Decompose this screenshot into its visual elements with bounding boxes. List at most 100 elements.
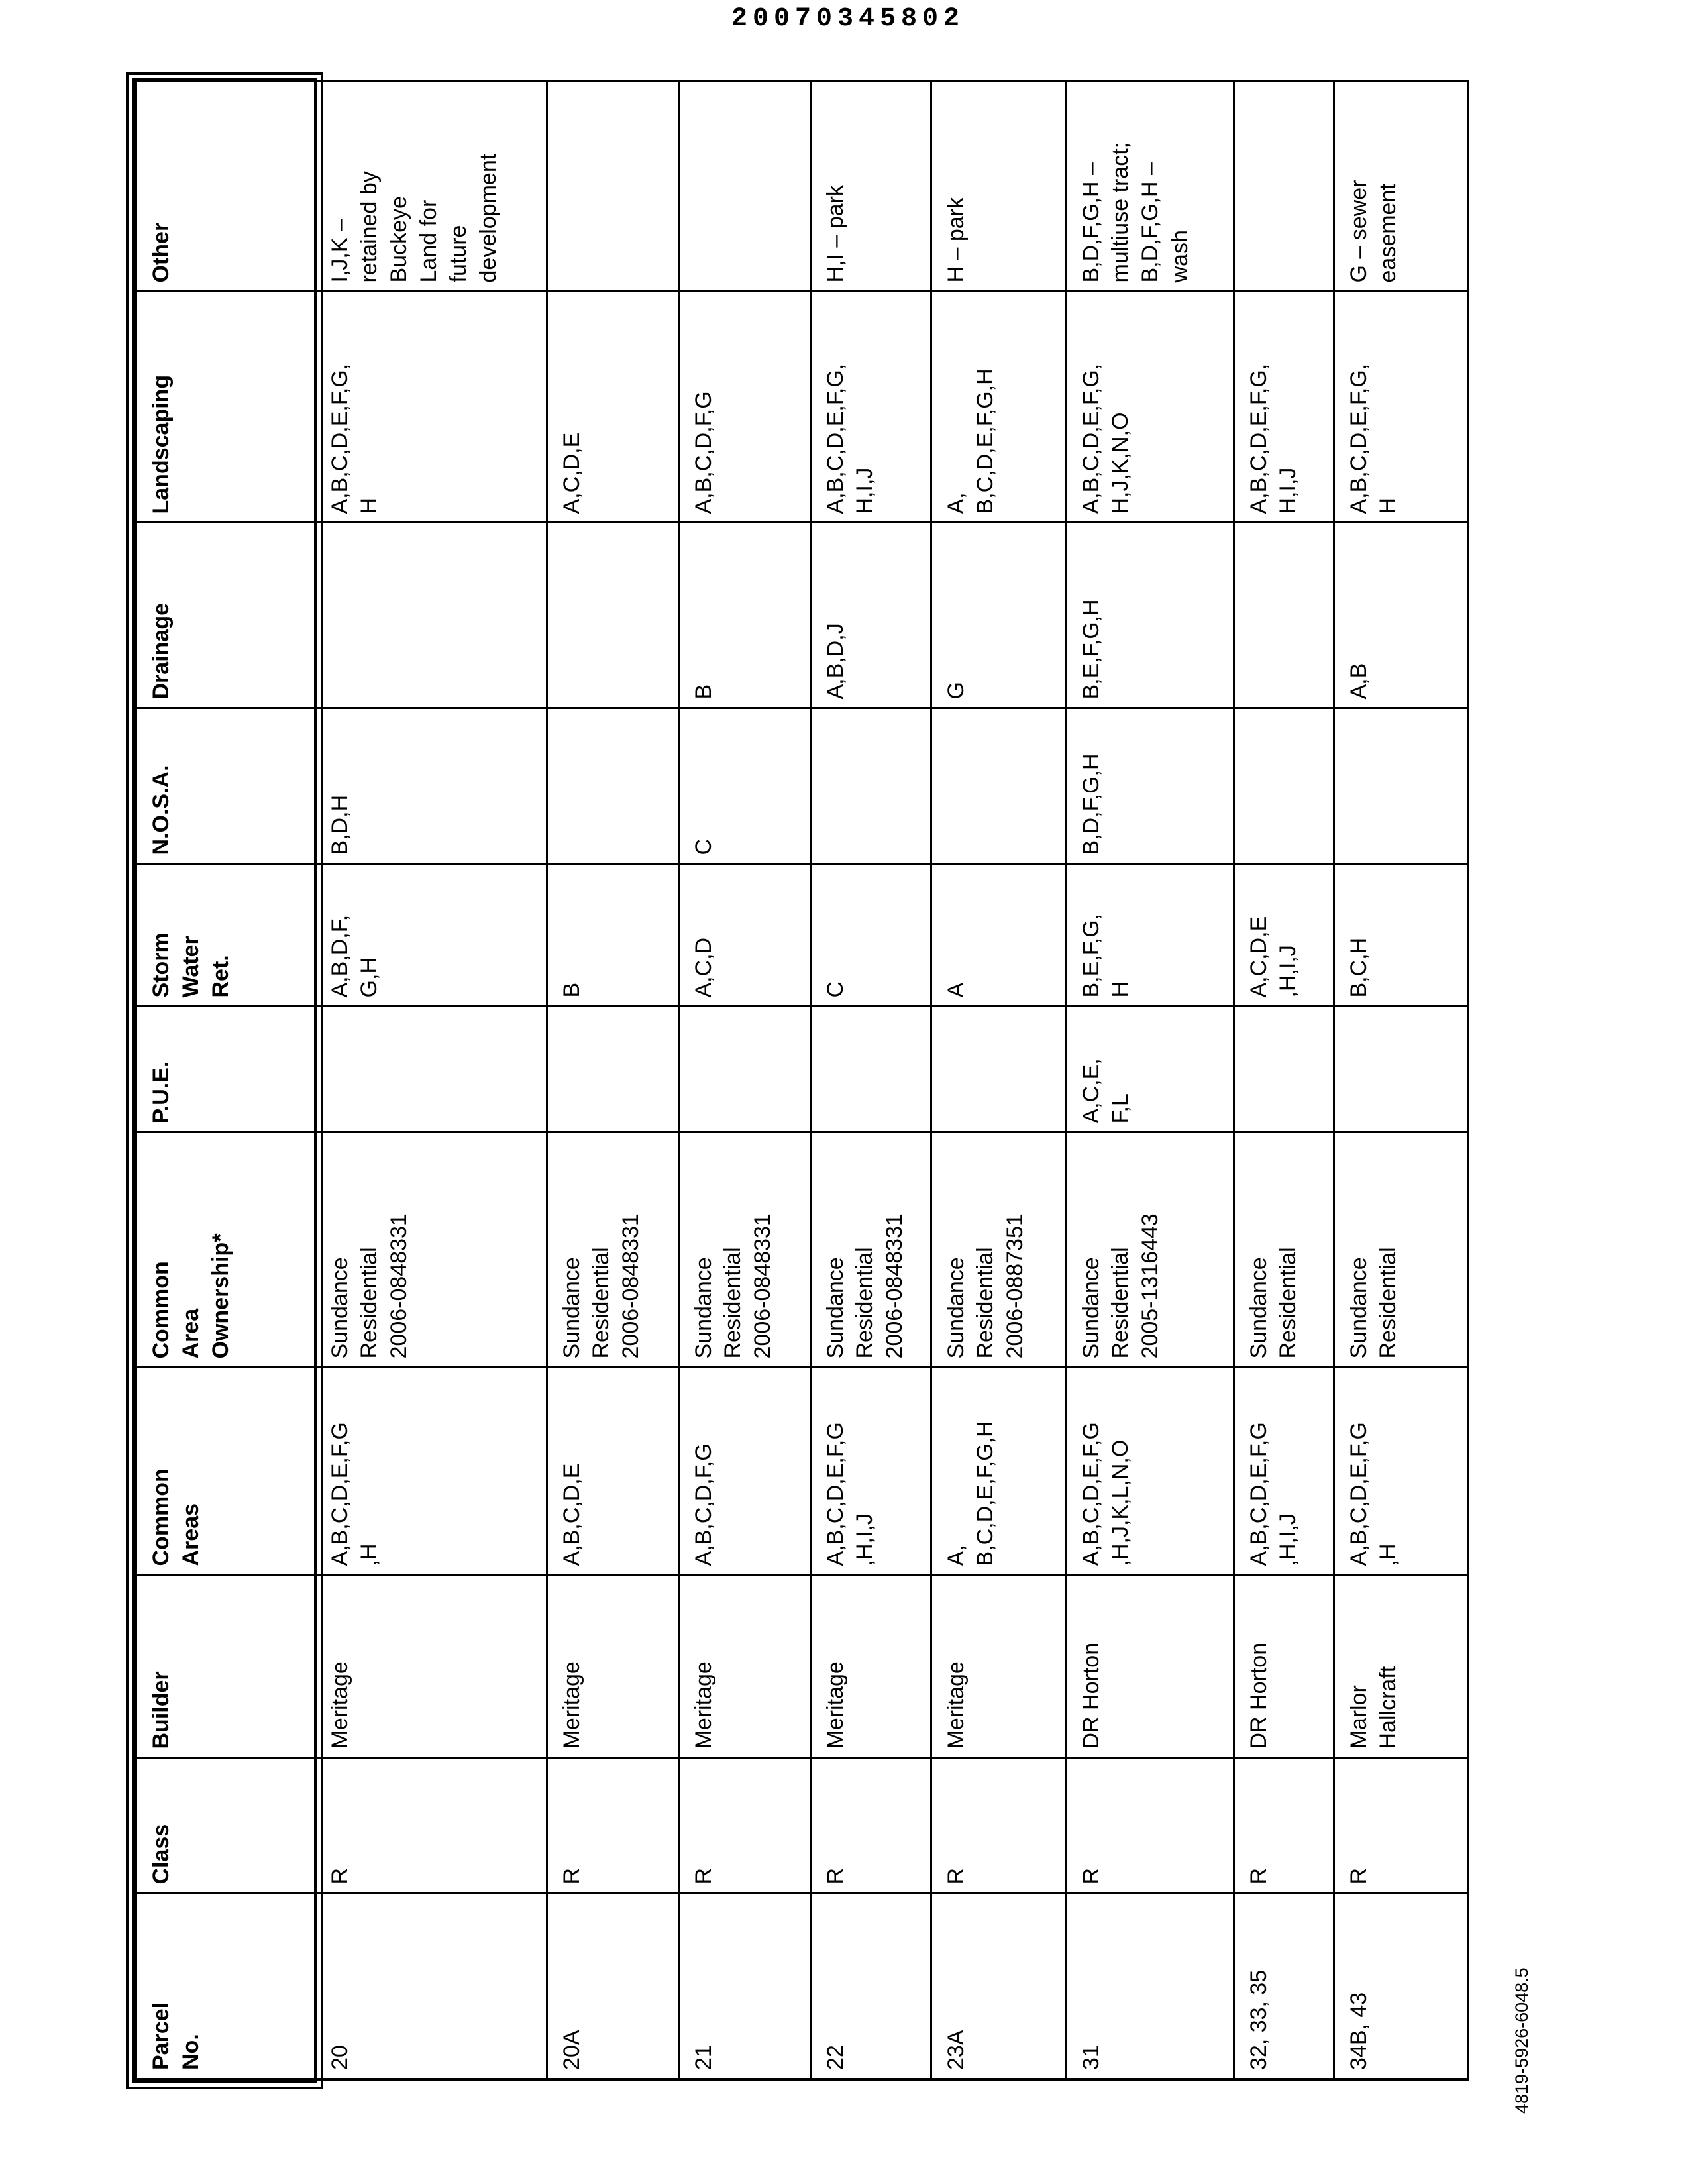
document-footer-code: 4819-5926-6048.5 xyxy=(1512,1967,1532,2114)
table-cell: R xyxy=(678,1758,810,1893)
table-cell: 21 xyxy=(678,1893,810,2079)
table-cell: B xyxy=(678,523,810,708)
table-cell: A,B,C,D,E,F,G ,H,I,J xyxy=(810,1368,931,1575)
table-cell: R xyxy=(1334,1758,1468,1893)
table-cell: G – sewer easement xyxy=(1334,81,1468,292)
table-cell: 31 xyxy=(1066,1893,1234,2079)
table-cell xyxy=(315,523,547,708)
column-header: Landscaping xyxy=(136,292,315,523)
table-cell: 20A xyxy=(547,1893,678,2079)
table-cell: Marlor Hallcraft xyxy=(1334,1575,1468,1758)
table-cell: Sundance Residential 2006-0848331 xyxy=(315,1132,547,1368)
table-cell xyxy=(678,81,810,292)
table-cell: R xyxy=(1234,1758,1334,1893)
table-row: 23A R Meritage A, B,C,D,E,F,G,H Sundance Res… xyxy=(931,81,1066,2079)
column-header: Common Area Ownership* xyxy=(136,1132,315,1368)
table-cell: Meritage xyxy=(931,1575,1066,1758)
column-header: Class xyxy=(136,1758,315,1893)
table-cell: R xyxy=(315,1758,547,1893)
table-cell: Sundance Residential xyxy=(1334,1132,1468,1368)
table-cell: DR Horton xyxy=(1066,1575,1234,1758)
column-header: Storm Water Ret. xyxy=(136,864,315,1007)
table-body: 20 R Meritage A,B,C,D,E,F,G ,H Sundance Resi… xyxy=(315,81,1468,2079)
table-cell: I,J,K – retained by Buckeye Land for fut… xyxy=(315,81,547,292)
table-cell: A,B,C,D,E,F,G, H xyxy=(315,292,547,523)
table-row: 32, 33, 35 R DR Horton A,B,C,D,E,F,G ,H,I,J… xyxy=(1234,81,1334,2079)
table-cell: A,B,C,D,E,F,G ,H xyxy=(315,1368,547,1575)
table-cell xyxy=(931,708,1066,864)
table-cell: A,B,C,D,E,F,G, H xyxy=(1334,292,1468,523)
table-cell: B,E,F,G,H xyxy=(1066,523,1234,708)
table-cell: C xyxy=(678,708,810,864)
table-row: 34B, 43 R Marlor Hallcraft A,B,C,D,E,F,G ,H… xyxy=(1334,81,1468,2079)
table-cell: R xyxy=(1066,1758,1234,1893)
table-cell xyxy=(810,708,931,864)
table-cell: Meritage xyxy=(678,1575,810,1758)
table-cell: A,B,C,D,E,F,G ,H xyxy=(1334,1368,1468,1575)
table-cell: Meritage xyxy=(315,1575,547,1758)
table-cell xyxy=(547,81,678,292)
column-header: Builder xyxy=(136,1575,315,1758)
table-cell: G xyxy=(931,523,1066,708)
table-cell: 32, 33, 35 xyxy=(1234,1893,1334,2079)
table-row: 20A R Meritage A,B,C,D,E Sundance Residentia… xyxy=(547,81,678,2079)
table-cell: B,D,F,G,H xyxy=(1066,708,1234,864)
table-cell: A,B,C,D,E,F,G ,H,I,J xyxy=(1234,1368,1334,1575)
table-cell xyxy=(1334,1007,1468,1132)
table-cell xyxy=(1234,523,1334,708)
table-row: 22 R Meritage A,B,C,D,E,F,G ,H,I,J Sundance … xyxy=(810,81,931,2079)
column-header: Parcel No. xyxy=(136,1893,315,2079)
table-cell xyxy=(547,708,678,864)
table-cell: B,C,H xyxy=(1334,864,1468,1007)
table-cell xyxy=(547,523,678,708)
table-cell xyxy=(1234,1007,1334,1132)
table-cell: Sundance Residential 2005-1316443 xyxy=(1066,1132,1234,1368)
table-cell: A,B,C,D,E,F,G, H,I,J xyxy=(1234,292,1334,523)
table-cell xyxy=(678,1007,810,1132)
column-header: Drainage xyxy=(136,523,315,708)
table-cell: 23A xyxy=(931,1893,1066,2079)
parcel-table: Parcel No. Class Builder Common Areas Common… xyxy=(134,80,1469,2081)
table-cell: A,B,D,F, G,H xyxy=(315,864,547,1007)
table-cell xyxy=(810,1007,931,1132)
table-cell: A,C,D xyxy=(678,864,810,1007)
table-cell: DR Horton xyxy=(1234,1575,1334,1758)
document-number: 20070345802 xyxy=(731,4,965,34)
table-cell: Sundance Residential 2006-0887351 xyxy=(931,1132,1066,1368)
table-cell: A,C,E, F,L xyxy=(1066,1007,1234,1132)
table-cell: A,B,C,D,E,F,G ,H,J,K,L,N,O xyxy=(1066,1368,1234,1575)
rotated-table-container: Parcel No. Class Builder Common Areas Common… xyxy=(131,13,1470,2148)
table-cell: A, B,C,D,E,F,G,H xyxy=(931,292,1066,523)
table-cell: Meritage xyxy=(810,1575,931,1758)
table-cell xyxy=(931,1007,1066,1132)
table-cell: H – park xyxy=(931,81,1066,292)
table-cell: B,E,F,G, H xyxy=(1066,864,1234,1007)
table-cell: 22 xyxy=(810,1893,931,2079)
column-header: N.O.S.A. xyxy=(136,708,315,864)
table-cell: A,B,C,D,F,G xyxy=(678,1368,810,1575)
table-row: 31 R DR Horton A,B,C,D,E,F,G ,H,J,K,L,N,O Su… xyxy=(1066,81,1234,2079)
table-cell xyxy=(1234,708,1334,864)
table-cell: R xyxy=(810,1758,931,1893)
table-cell: A, B,C,D,E,F,G,H xyxy=(931,1368,1066,1575)
table-cell: A xyxy=(931,864,1066,1007)
column-header: P.U.E. xyxy=(136,1007,315,1132)
table-cell: C xyxy=(810,864,931,1007)
table-cell: A,B,D,J xyxy=(810,523,931,708)
table-cell: A,C,D,E xyxy=(547,292,678,523)
table-cell: B,D,H xyxy=(315,708,547,864)
column-header: Common Areas xyxy=(136,1368,315,1575)
table-cell: Sundance Residential 2006-0848331 xyxy=(678,1132,810,1368)
table-cell: A,B xyxy=(1334,523,1468,708)
table-row: 20 R Meritage A,B,C,D,E,F,G ,H Sundance Resi… xyxy=(315,81,547,2079)
table-cell: Sundance Residential 2006-0848331 xyxy=(810,1132,931,1368)
table-row: 21 R Meritage A,B,C,D,F,G Sundance Residenti… xyxy=(678,81,810,2079)
table-cell xyxy=(1234,81,1334,292)
table-cell xyxy=(315,1007,547,1132)
table-cell xyxy=(1334,708,1468,864)
table-cell: A,B,C,D,E,F,G, H,I,J xyxy=(810,292,931,523)
table-cell: H,I – park xyxy=(810,81,931,292)
table-cell: B xyxy=(547,864,678,1007)
table-cell: R xyxy=(931,1758,1066,1893)
table-cell xyxy=(547,1007,678,1132)
